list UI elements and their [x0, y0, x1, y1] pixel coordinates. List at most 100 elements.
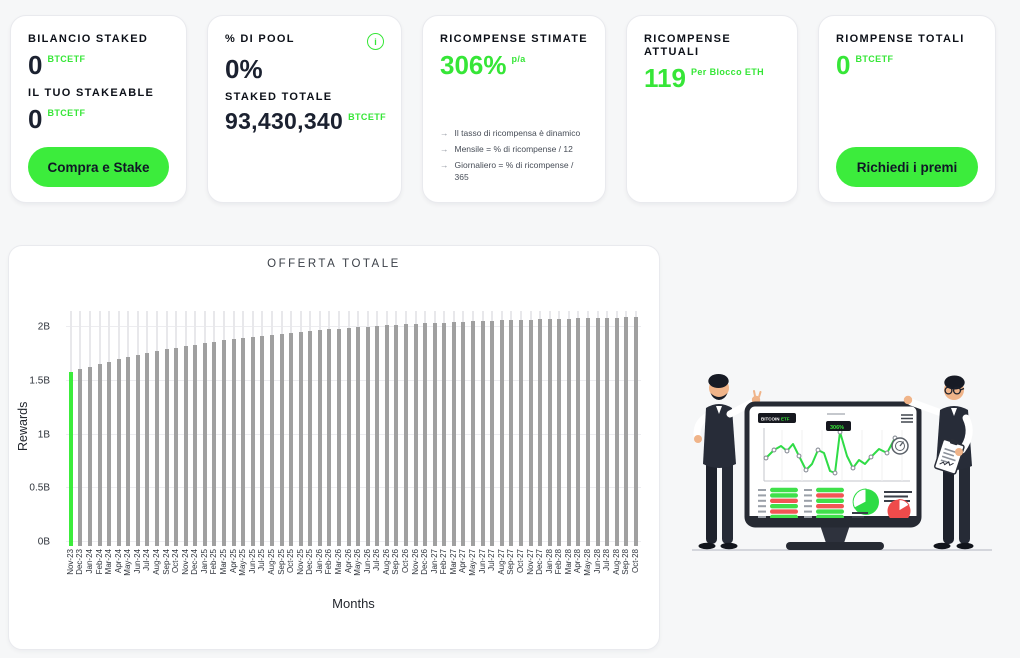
menu-icon	[901, 414, 913, 423]
bar-slot	[162, 311, 172, 542]
current-rewards-row: 119 Per Blocco ETH	[644, 66, 780, 92]
x-tick: Nov-23	[66, 542, 76, 576]
x-tick: Mar-28	[564, 542, 574, 576]
buy-and-stake-button[interactable]: Compra e Stake	[28, 147, 169, 187]
bar-slot	[554, 311, 564, 542]
bar-slot	[200, 311, 210, 542]
card-total-rewards: RIOMPENSE TOTALI 0 BTCETF Richiedi i pre…	[818, 15, 996, 203]
bar	[633, 317, 638, 542]
bar-slot	[143, 311, 153, 542]
tick-mark	[423, 542, 428, 546]
stakeable-unit: BTCETF	[47, 108, 86, 119]
bar-slot	[305, 311, 315, 542]
y-tick-label: 1.5B	[29, 375, 50, 387]
x-tick: Jan-24	[85, 542, 95, 576]
tick-mark	[538, 542, 543, 546]
bar-slot	[516, 311, 526, 542]
info-icon[interactable]: i	[367, 33, 384, 50]
bar-slot	[133, 311, 143, 542]
reward-notes: → Il tasso di ricompensa è dinamico → Me…	[440, 127, 588, 187]
presentation-illustration: BITCOIN ETF 306%	[692, 374, 992, 551]
reward-note-text: Giornaliero = % di ricompense / 365	[454, 159, 574, 183]
chart-title: OFFERTA TOTALE	[267, 258, 401, 270]
bar	[557, 318, 562, 542]
tick-mark	[202, 542, 207, 546]
bar	[365, 326, 370, 542]
x-tick: Aug-28	[612, 542, 622, 576]
x-tick-label: Jun-26	[362, 549, 372, 574]
bar	[116, 359, 121, 542]
bar-slot	[85, 311, 95, 542]
arrow-icon: →	[440, 143, 449, 154]
x-tick-label: Apr-25	[228, 549, 238, 574]
current-rewards-title: RICOMPENSE ATTUALI	[644, 33, 731, 59]
x-tick: Sep-25	[277, 542, 287, 576]
x-tick-label: Jan-26	[314, 549, 324, 574]
tick-mark	[384, 542, 389, 546]
x-tick-label: Feb-28	[554, 549, 564, 575]
arrow-icon: →	[440, 159, 449, 170]
x-tick: Jan-26	[315, 542, 325, 576]
bar-slot	[363, 311, 373, 542]
bar	[164, 349, 169, 542]
x-tick: Apr-24	[114, 542, 124, 576]
x-tick-label: Mar-27	[448, 549, 458, 575]
x-tick: Jul-25	[257, 542, 268, 576]
arrow-icon: →	[440, 128, 449, 138]
x-tick-label: Feb-24	[94, 549, 104, 575]
tick-mark	[222, 542, 227, 546]
x-tick-label: Dec-27	[535, 549, 545, 575]
x-tick: Mar-24	[104, 542, 114, 576]
bar-slot	[277, 311, 287, 542]
x-tick: Apr-26	[344, 542, 354, 576]
x-tick: Aug-24	[152, 542, 162, 576]
x-tick-label: Aug-25	[266, 549, 276, 575]
total-staked-value: 93,430,340	[225, 107, 344, 134]
total-rewards-title: RIOMPENSE TOTALI	[836, 33, 965, 45]
x-tick-label: Feb-25	[209, 549, 219, 575]
tick-mark	[212, 542, 217, 546]
x-tick-label: Jul-25	[257, 549, 267, 571]
ticker-rows	[758, 487, 844, 518]
logo-chip	[758, 413, 796, 423]
bar	[586, 318, 590, 542]
x-tick: Dec-23	[75, 542, 86, 576]
bar-slot	[248, 311, 258, 542]
bar-slot	[104, 311, 114, 542]
bar	[423, 323, 428, 542]
bar-slot	[401, 311, 411, 542]
x-tick: Jun-25	[248, 542, 258, 576]
bar	[289, 332, 294, 542]
bar	[68, 372, 73, 542]
bar	[471, 321, 476, 542]
bar	[461, 321, 466, 542]
claim-rewards-button[interactable]: Richiedi i premi	[836, 147, 978, 187]
bar-slot	[258, 311, 268, 542]
person-right	[903, 375, 974, 550]
tick-mark	[375, 542, 380, 546]
bar-slot	[507, 311, 517, 542]
x-tick-label: Mar-26	[333, 549, 343, 575]
x-tick-label: Dec-25	[305, 549, 315, 575]
x-tick-label: Jul-26	[372, 549, 382, 571]
tick-mark	[174, 542, 179, 546]
card-bilancio-staked: BILANCIO STAKED 0 BTCETF IL TUO STAKEABL…	[10, 15, 187, 203]
bar	[135, 355, 140, 542]
logo-text-dark: BITCOIN	[761, 417, 780, 422]
tick-mark	[576, 542, 581, 546]
tick-mark	[365, 542, 370, 546]
bar	[518, 319, 523, 542]
bar-slot	[535, 311, 545, 542]
tick-mark	[78, 542, 83, 546]
bar-slot	[411, 311, 421, 542]
tick-mark	[586, 542, 590, 546]
x-tick: Aug-26	[382, 542, 392, 576]
x-tick: Dec-26	[420, 542, 430, 576]
bar	[451, 322, 456, 542]
tick-mark	[547, 542, 552, 546]
x-tick-label: Feb-27	[439, 549, 449, 575]
bar-slot	[76, 311, 86, 542]
x-tick: Apr-25	[229, 542, 239, 576]
total-staked-title: STAKED TOTALE	[225, 90, 333, 103]
tick-mark	[499, 542, 504, 546]
